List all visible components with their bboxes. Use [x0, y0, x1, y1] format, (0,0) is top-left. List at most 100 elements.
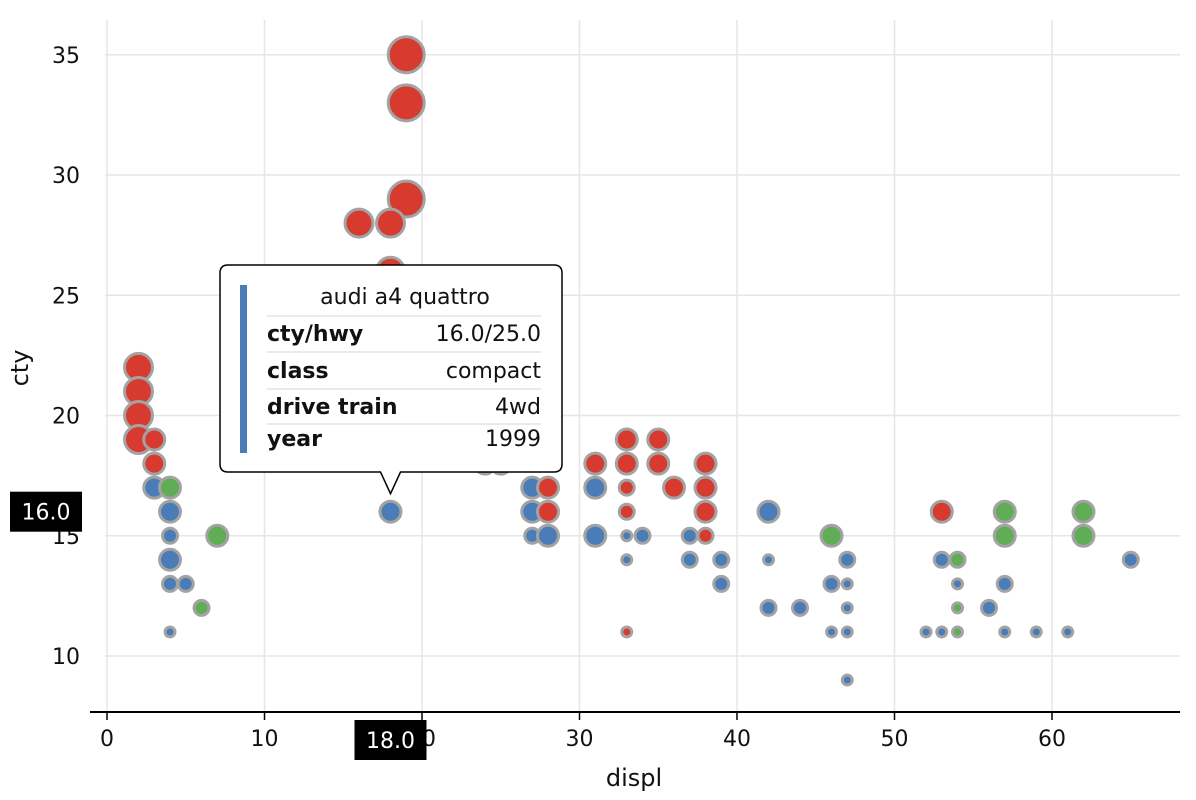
data-point[interactable] — [929, 499, 954, 524]
data-point[interactable] — [840, 577, 854, 591]
data-point[interactable] — [142, 427, 167, 452]
data-point[interactable] — [662, 475, 686, 500]
x-highlight-label: 18.0 — [354, 720, 427, 760]
x-axis-ticks: 0102030405060 — [100, 712, 1066, 752]
data-point[interactable] — [935, 625, 949, 639]
data-point[interactable] — [375, 207, 406, 239]
data-point[interactable] — [791, 598, 809, 617]
data-points — [123, 35, 1140, 687]
data-point[interactable] — [536, 523, 560, 548]
y-highlight-label: 16.0 — [10, 491, 82, 532]
data-point[interactable] — [158, 475, 182, 500]
tooltip-row-value: compact — [446, 359, 542, 384]
data-point[interactable] — [680, 526, 699, 545]
data-point[interactable] — [142, 451, 167, 476]
data-point[interactable] — [995, 574, 1014, 593]
data-point[interactable] — [386, 35, 426, 75]
y-tick-label: 30 — [52, 164, 80, 189]
data-point[interactable] — [819, 523, 844, 548]
data-point[interactable] — [932, 550, 951, 569]
data-point[interactable] — [158, 547, 182, 572]
x-tick-label: 50 — [881, 727, 909, 752]
data-point[interactable] — [822, 574, 841, 593]
data-point[interactable] — [693, 499, 718, 524]
data-point[interactable] — [633, 526, 652, 545]
data-point[interactable] — [617, 502, 636, 521]
data-point[interactable] — [1121, 550, 1140, 569]
tooltip-title: audi a4 quattro — [320, 285, 490, 310]
data-point[interactable] — [163, 625, 177, 639]
data-point[interactable] — [840, 625, 854, 639]
tooltip-row-value: 1999 — [485, 427, 541, 452]
data-point[interactable] — [386, 179, 426, 219]
data-point[interactable] — [951, 577, 964, 591]
x-tick-label: 30 — [566, 727, 594, 752]
data-point[interactable] — [840, 601, 854, 615]
data-point[interactable] — [536, 475, 560, 500]
data-point[interactable] — [951, 625, 964, 639]
data-point[interactable] — [386, 83, 426, 123]
y-highlight-value: 16.0 — [22, 501, 71, 526]
tooltip-rows: cty/hwy 16.0/25.0 class compact drive train 4… — [267, 315, 542, 452]
data-point[interactable] — [620, 529, 634, 543]
data-point[interactable] — [1029, 625, 1043, 639]
tooltip-row-value: 4wd — [495, 395, 541, 420]
tooltip-row-key: drive train — [267, 395, 397, 420]
tooltip-row-value: 16.0/25.0 — [436, 322, 541, 347]
data-point[interactable] — [205, 523, 230, 548]
data-point[interactable] — [161, 526, 179, 545]
data-point[interactable] — [919, 625, 933, 639]
tooltip-accent-bar — [240, 285, 247, 453]
data-point[interactable] — [620, 553, 634, 567]
data-point[interactable] — [583, 523, 608, 548]
data-point[interactable] — [693, 475, 718, 500]
data-point[interactable] — [992, 499, 1017, 524]
data-point[interactable] — [712, 550, 731, 569]
data-point[interactable] — [192, 598, 211, 617]
data-point[interactable] — [614, 451, 639, 476]
data-point[interactable] — [948, 550, 967, 569]
x-tick-label: 60 — [1038, 727, 1066, 752]
data-point[interactable] — [583, 451, 608, 476]
data-point[interactable] — [158, 499, 182, 524]
data-point[interactable] — [646, 451, 671, 476]
data-point[interactable] — [176, 574, 195, 593]
tooltip-box — [219, 264, 563, 496]
data-point[interactable] — [1071, 499, 1096, 524]
data-point[interactable] — [583, 475, 608, 500]
data-point[interactable] — [343, 207, 375, 239]
data-point[interactable] — [646, 427, 671, 452]
tooltip: audi a4 quattro cty/hwy 16.0/25.0 class com… — [219, 264, 563, 496]
data-point[interactable] — [536, 499, 560, 524]
x-highlight-value: 18.0 — [366, 729, 415, 754]
data-point[interactable] — [680, 550, 699, 569]
data-point[interactable] — [840, 673, 854, 687]
data-point[interactable] — [759, 598, 778, 617]
data-point[interactable] — [838, 550, 857, 569]
tooltip-row-key: cty/hwy — [267, 322, 363, 347]
data-point[interactable] — [992, 523, 1017, 548]
data-point[interactable] — [161, 574, 179, 593]
data-point[interactable] — [980, 598, 998, 617]
data-point[interactable] — [998, 625, 1012, 639]
x-tick-label: 10 — [251, 727, 279, 752]
data-point[interactable] — [1061, 625, 1075, 639]
data-point[interactable] — [712, 574, 731, 593]
data-point[interactable] — [614, 427, 639, 452]
data-point[interactable] — [825, 625, 838, 639]
data-point[interactable] — [951, 601, 964, 615]
data-point[interactable] — [696, 526, 715, 545]
data-point[interactable] — [1071, 523, 1096, 548]
data-point[interactable] — [693, 451, 718, 476]
data-point[interactable] — [378, 499, 403, 524]
data-point[interactable] — [756, 499, 781, 524]
y-tick-label: 25 — [52, 284, 80, 309]
data-point[interactable] — [617, 478, 636, 497]
y-tick-label: 35 — [52, 44, 80, 69]
data-point[interactable] — [620, 625, 634, 639]
x-tick-label: 0 — [100, 727, 114, 752]
tooltip-row-key: year — [267, 427, 322, 452]
data-point[interactable] — [762, 553, 775, 567]
